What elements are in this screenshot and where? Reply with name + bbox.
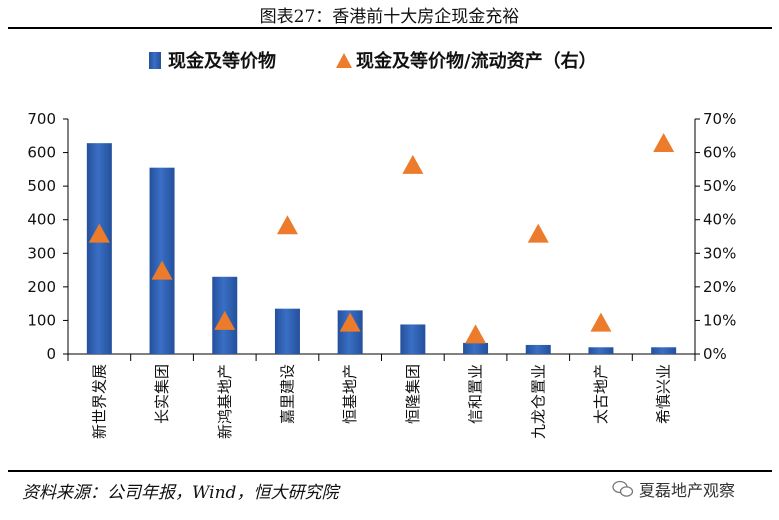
y-right-tick-label: 40% — [703, 211, 736, 229]
triangle-marker — [276, 215, 298, 235]
x-category-label: 希慎兴业 — [655, 364, 673, 424]
y-right-tick-label: 10% — [703, 311, 736, 329]
x-category-label: 恒隆集团 — [404, 364, 422, 424]
legend-label-ratio: 现金及等价物/流动资产（右） — [356, 50, 597, 72]
bar-series — [86, 143, 677, 354]
y-left-tick-label: 500 — [27, 177, 56, 195]
y-right-tick-label: 30% — [703, 244, 736, 262]
triangle-marker — [590, 312, 612, 332]
y-left-tick-label: 0 — [46, 345, 56, 363]
triangle-marker — [151, 260, 173, 280]
y-left-tick-label: 300 — [27, 244, 56, 262]
chart: 现金及等价物 现金及等价物/流动资产（右） 0 100 200 300 400 500 600… — [27, 50, 736, 439]
triangle-marker — [214, 310, 236, 330]
triangle-marker — [88, 223, 110, 243]
bar — [463, 342, 489, 354]
legend-triangle-swatch — [336, 53, 352, 68]
triangle-marker — [465, 324, 487, 344]
bar — [274, 308, 300, 354]
legend-bar-swatch — [149, 52, 161, 69]
x-category-label: 信和置业 — [467, 364, 485, 424]
triangle-marker — [402, 154, 424, 174]
title-rule — [8, 27, 772, 29]
axes: 0 100 200 300 400 500 600 700 0% 10% 20% 30% 40% 50% 6… — [27, 110, 736, 439]
bar — [588, 347, 614, 354]
y-right-tick-label: 50% — [703, 177, 736, 195]
legend: 现金及等价物 现金及等价物/流动资产（右） — [149, 50, 597, 72]
figure-title: 图表27：香港前十大房企现金充裕 — [259, 7, 520, 27]
triangle-marker — [653, 133, 675, 152]
bottom-rule — [8, 470, 772, 472]
y-right-tick-label: 20% — [703, 278, 736, 296]
x-category-label: 长实集团 — [153, 364, 171, 424]
x-category-label: 新世界发展 — [90, 364, 108, 439]
x-category-label: 恒基地产 — [341, 364, 359, 424]
bar — [651, 347, 677, 354]
x-category-label: 新鸿基地产 — [216, 364, 234, 439]
y-right-tick-label: 60% — [703, 144, 736, 162]
y-left-tick-label: 200 — [27, 278, 56, 296]
watermark-text: 夏磊地产观察 — [639, 481, 736, 500]
y-right-tick-label: 70% — [703, 110, 736, 128]
watermark: 夏磊地产观察 — [612, 477, 735, 501]
triangle-marker — [527, 223, 549, 243]
y-right-tick-label: 0% — [703, 345, 727, 363]
y-left-tick-label: 700 — [27, 110, 56, 128]
x-category-label: 九龙仓置业 — [529, 364, 547, 439]
ratio-series — [88, 133, 675, 344]
source-note: 资料来源：公司年报，Wind，恒大研究院 — [22, 483, 339, 503]
bar — [400, 324, 426, 354]
x-category-label: 太古地产 — [592, 364, 610, 424]
wechat-icon — [612, 480, 634, 497]
bar — [86, 143, 112, 354]
x-category-label: 嘉里建设 — [278, 364, 296, 424]
y-left-tick-label: 400 — [27, 211, 56, 229]
bar — [525, 344, 551, 354]
y-left-tick-label: 100 — [27, 311, 56, 329]
legend-label-cash: 现金及等价物 — [168, 50, 276, 72]
y-left-tick-label: 600 — [27, 144, 56, 162]
triangle-marker — [339, 312, 361, 332]
